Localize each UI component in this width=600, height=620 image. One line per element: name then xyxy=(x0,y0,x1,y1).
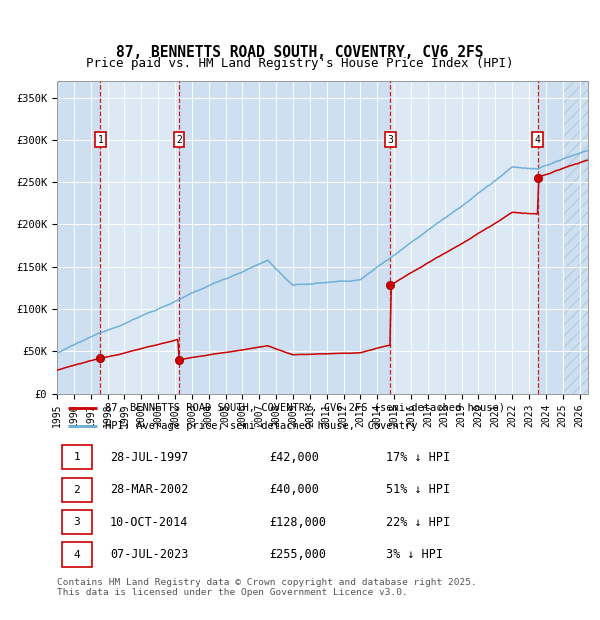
Bar xyxy=(179,81,390,394)
Bar xyxy=(62,445,92,469)
Text: 07-JUL-2023: 07-JUL-2023 xyxy=(110,548,188,561)
Bar xyxy=(62,510,92,534)
Text: 28-MAR-2002: 28-MAR-2002 xyxy=(110,483,188,496)
Text: 51% ↓ HPI: 51% ↓ HPI xyxy=(386,483,451,496)
Bar xyxy=(100,81,179,394)
Bar xyxy=(563,81,588,394)
Text: 10-OCT-2014: 10-OCT-2014 xyxy=(110,516,188,529)
Text: Contains HM Land Registry data © Crown copyright and database right 2025.
This d: Contains HM Land Registry data © Crown c… xyxy=(57,578,477,597)
Text: £255,000: £255,000 xyxy=(269,548,326,561)
Text: £42,000: £42,000 xyxy=(269,451,319,464)
Text: 1: 1 xyxy=(74,452,80,463)
Text: 4: 4 xyxy=(535,135,541,145)
Bar xyxy=(538,81,563,394)
Text: 28-JUL-1997: 28-JUL-1997 xyxy=(110,451,188,464)
Text: 2: 2 xyxy=(176,135,182,145)
Text: 22% ↓ HPI: 22% ↓ HPI xyxy=(386,516,451,529)
Text: Price paid vs. HM Land Registry's House Price Index (HPI): Price paid vs. HM Land Registry's House … xyxy=(86,58,514,70)
Text: 17% ↓ HPI: 17% ↓ HPI xyxy=(386,451,451,464)
Bar xyxy=(62,477,92,502)
Bar xyxy=(57,81,100,394)
Text: £128,000: £128,000 xyxy=(269,516,326,529)
Text: 87, BENNETTS ROAD SOUTH, COVENTRY, CV6 2FS (semi-detached house): 87, BENNETTS ROAD SOUTH, COVENTRY, CV6 2… xyxy=(105,402,505,412)
Text: 4: 4 xyxy=(74,549,80,560)
Text: 3: 3 xyxy=(74,517,80,527)
Text: 3% ↓ HPI: 3% ↓ HPI xyxy=(386,548,443,561)
Text: 3: 3 xyxy=(388,135,393,145)
Bar xyxy=(390,81,538,394)
Text: 2: 2 xyxy=(74,485,80,495)
Text: HPI: Average price, semi-detached house,  Coventry: HPI: Average price, semi-detached house,… xyxy=(105,420,417,431)
Text: 87, BENNETTS ROAD SOUTH, COVENTRY, CV6 2FS: 87, BENNETTS ROAD SOUTH, COVENTRY, CV6 2… xyxy=(116,45,484,60)
Text: 1: 1 xyxy=(97,135,103,145)
Bar xyxy=(62,542,92,567)
Text: £40,000: £40,000 xyxy=(269,483,319,496)
